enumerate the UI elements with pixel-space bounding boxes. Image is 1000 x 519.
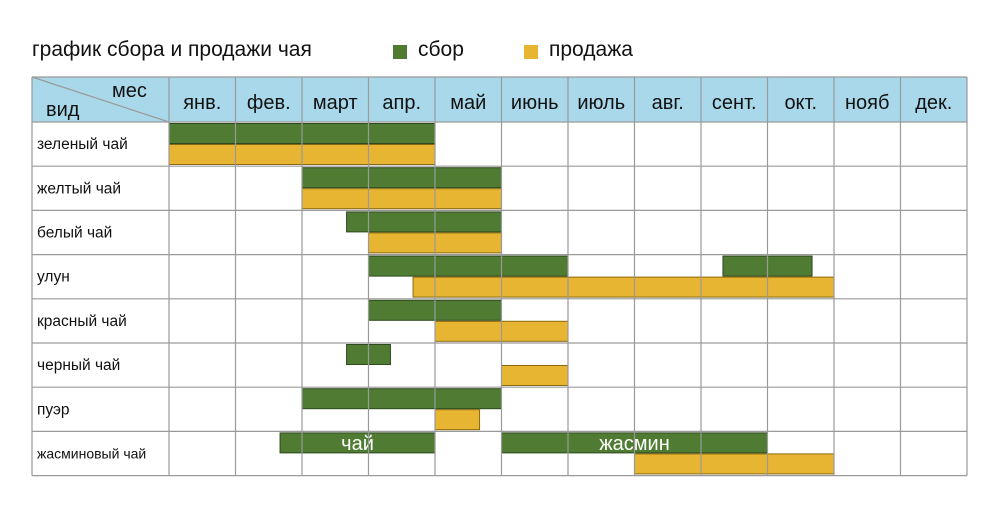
- sale-bar: [634, 453, 835, 475]
- month-tick-label: июль: [577, 92, 625, 114]
- month-tick-label: нояб: [845, 92, 889, 114]
- legend-sale-label: продажа: [549, 38, 633, 61]
- month-tick-label: сент.: [712, 92, 757, 114]
- corner-type-label: вид: [46, 99, 80, 121]
- sale-bar: [412, 276, 835, 298]
- row-tick-label: улун: [37, 269, 70, 286]
- chart-title: график сбора и продажи чая: [32, 38, 312, 61]
- legend-harvest-swatch: [393, 45, 407, 59]
- row-tick-label: зеленый чай: [37, 136, 128, 153]
- month-tick-label: дек.: [915, 92, 952, 114]
- month-tick-label: янв.: [183, 92, 221, 114]
- row-tick-label: желтый чай: [37, 180, 121, 197]
- month-tick-label: март: [313, 92, 358, 114]
- harvest-bar: [368, 255, 569, 277]
- legend-sale-swatch: [524, 45, 538, 59]
- corner-month-label: мес: [112, 80, 147, 102]
- month-tick-label: авг.: [652, 92, 684, 114]
- row-tick-label: жасминовый чай: [37, 446, 146, 462]
- month-tick-label: фев.: [247, 92, 291, 114]
- legend-harvest-label: сбор: [418, 38, 464, 61]
- row-tick-label: черный чай: [37, 357, 120, 374]
- harvest-bar-label: чай: [341, 433, 374, 455]
- corner-diagonal: [31, 76, 170, 123]
- harvest-bar: [301, 388, 502, 410]
- month-tick-label: май: [450, 92, 486, 114]
- row-tick-label: красный чай: [37, 313, 127, 330]
- month-tick-label: апр.: [382, 92, 421, 114]
- row-tick-label: белый чай: [37, 225, 112, 242]
- row-tick-label: пуэр: [37, 401, 70, 418]
- sale-bar: [434, 409, 481, 431]
- harvest-bar: [346, 211, 502, 233]
- sale-bar: [501, 365, 569, 386]
- sale-bar: [301, 188, 502, 210]
- harvest-bar: [301, 167, 502, 189]
- month-tick-label: июнь: [511, 92, 559, 114]
- month-tick-label: окт.: [784, 92, 817, 114]
- header-background: [32, 77, 967, 122]
